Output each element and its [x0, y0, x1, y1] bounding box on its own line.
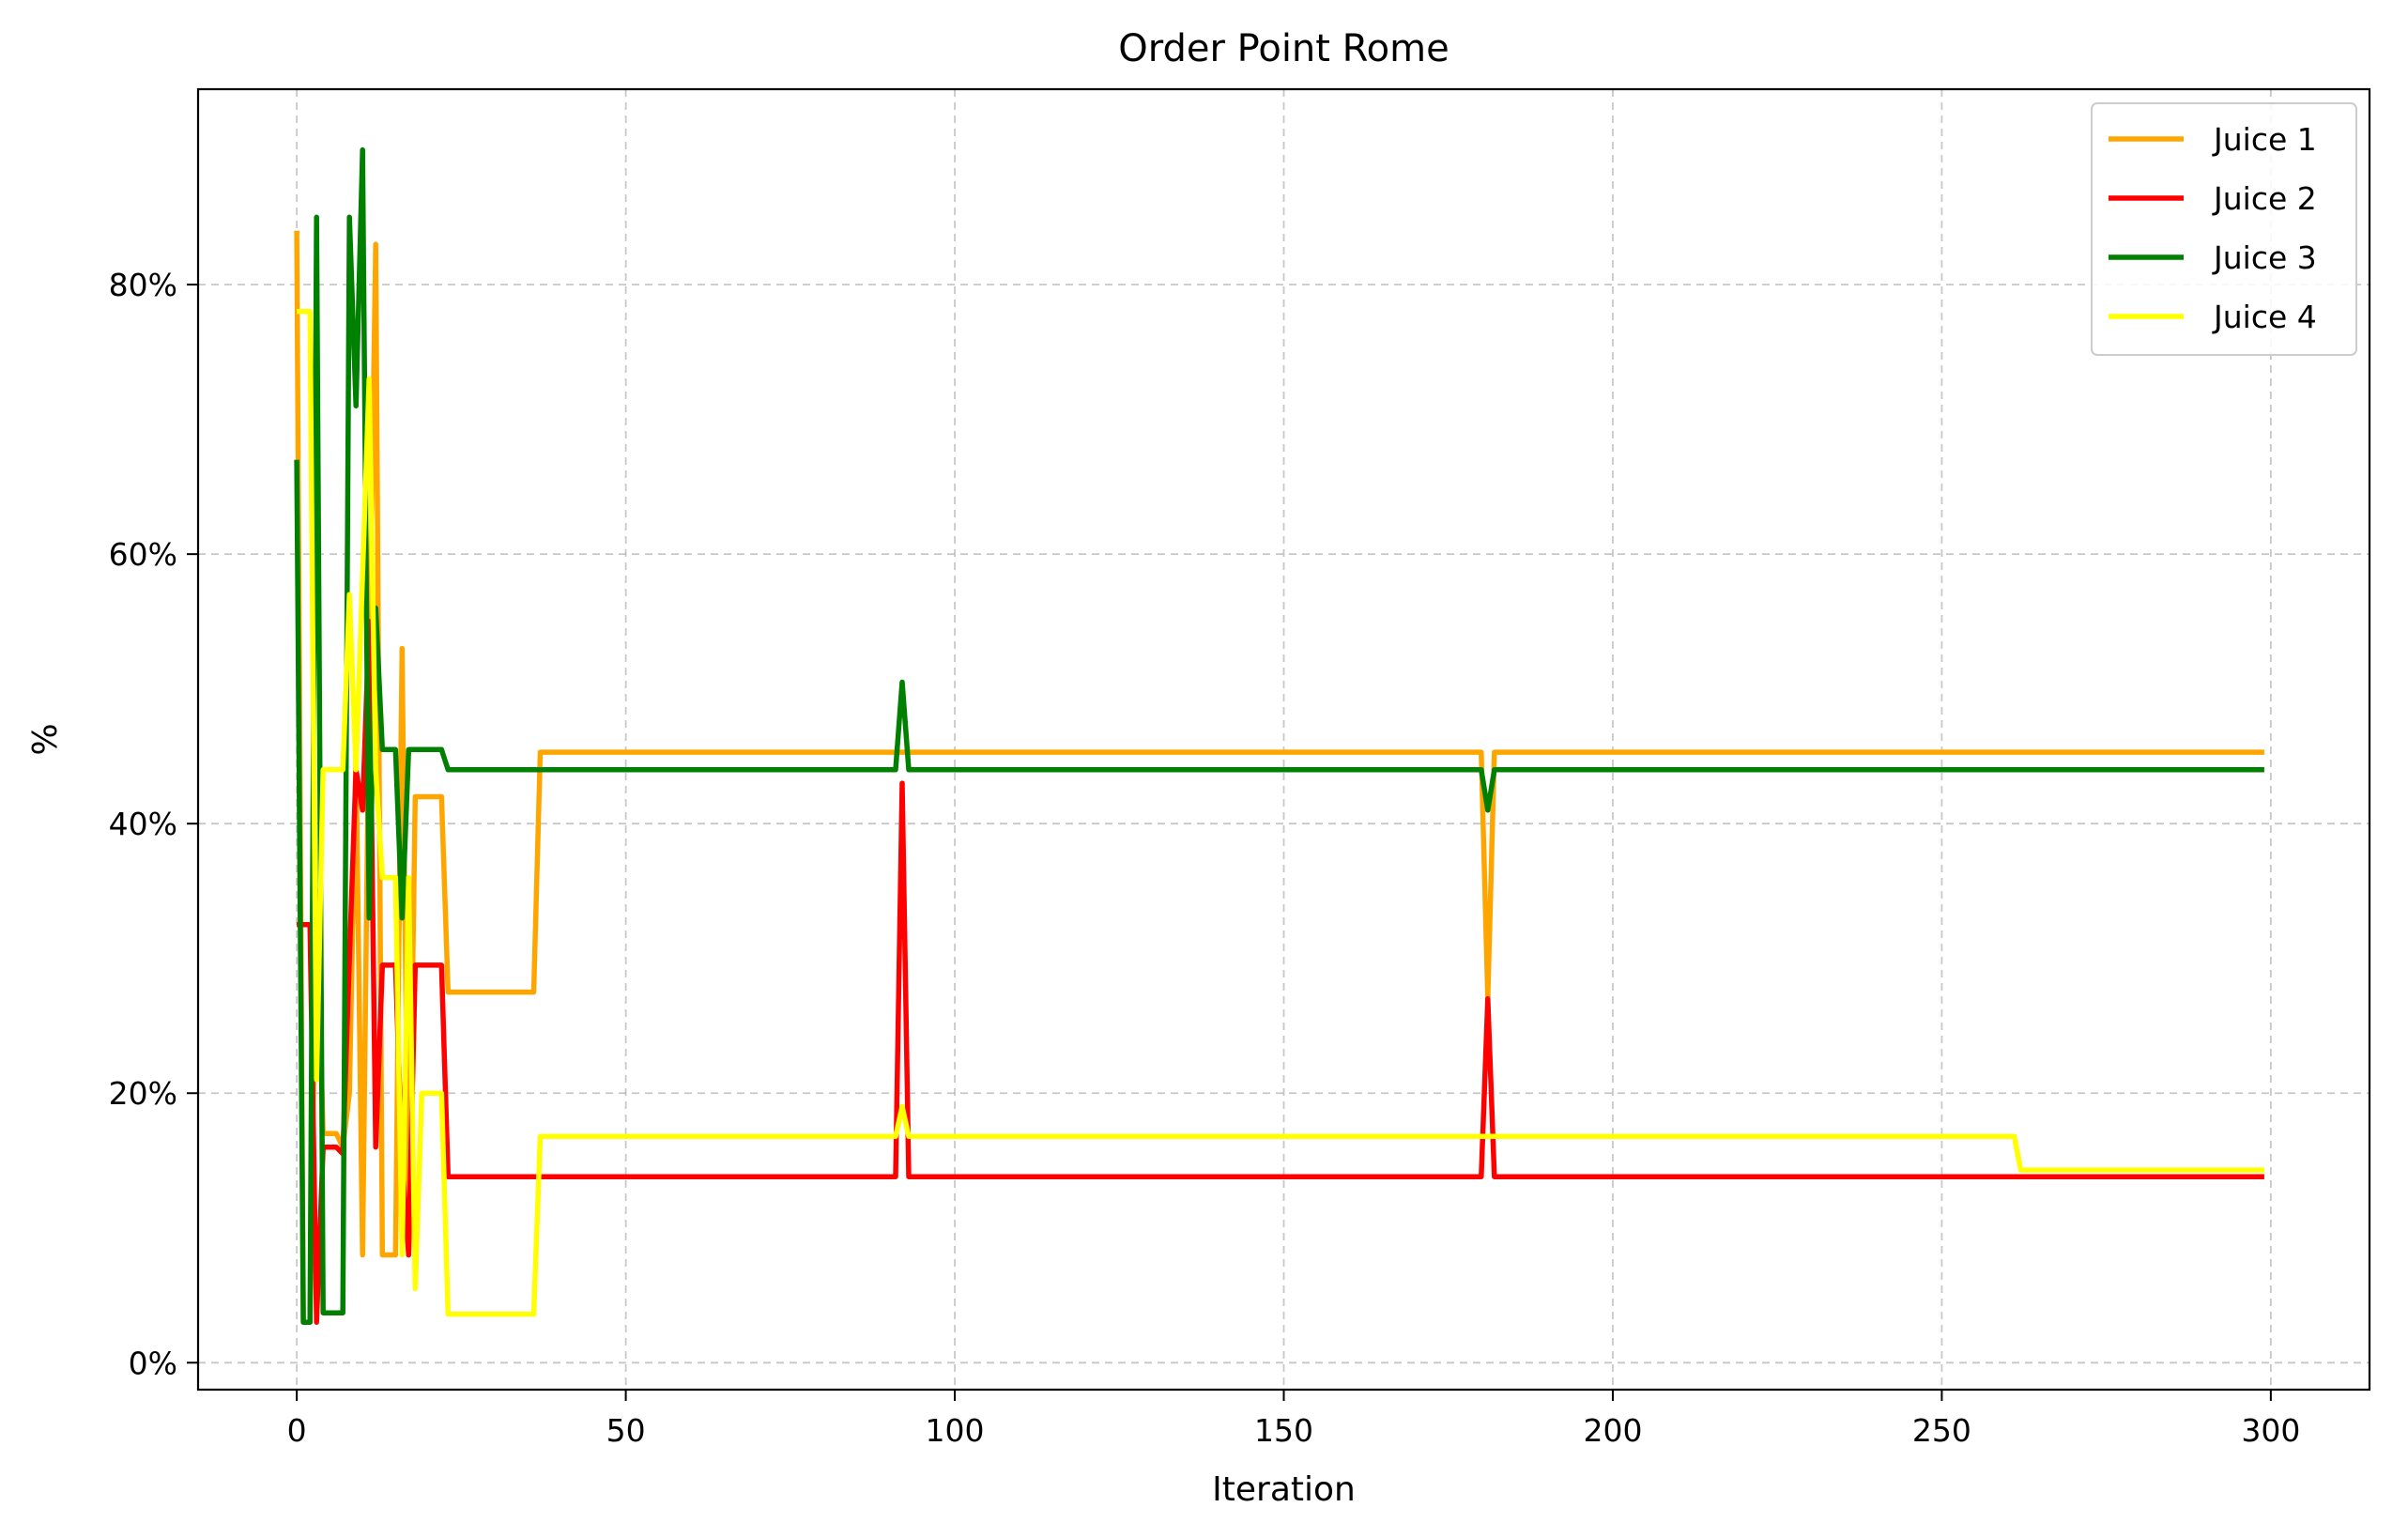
legend: Juice 1 Juice 2 Juice 3 Juice 4: [2091, 102, 2357, 356]
x-tick-label: 300: [2241, 1412, 2300, 1449]
legend-box: [2091, 102, 2357, 356]
series-lines: [294, 146, 2264, 1325]
legend-label: Juice 2: [2212, 180, 2317, 217]
series-line-juice-3: [294, 146, 2264, 1325]
x-tick-label: 0: [287, 1412, 307, 1449]
grid: [198, 89, 2370, 1390]
series-line-juice-4: [297, 309, 2264, 1317]
y-tick-label: 20%: [109, 1075, 177, 1112]
x-tick-label: 50: [606, 1412, 646, 1449]
legend-label: Juice 1: [2212, 121, 2317, 158]
y-tick-label: 80%: [109, 267, 177, 303]
chart-title: Order Point Rome: [1118, 27, 1449, 70]
legend-label: Juice 3: [2212, 239, 2317, 276]
y-axis-ticks: 0% 20% 40% 60% 80%: [109, 267, 198, 1381]
legend-label: Juice 4: [2212, 299, 2317, 335]
x-axis-ticks: 0 50 100 150 200 250 300: [287, 1390, 2300, 1449]
x-tick-label: 150: [1254, 1412, 1313, 1449]
y-tick-label: 60%: [109, 536, 177, 573]
y-axis-label: %: [26, 723, 65, 755]
x-tick-label: 250: [1912, 1412, 1971, 1449]
y-tick-label: 40%: [109, 806, 177, 842]
x-axis-label: Iteration: [1212, 1470, 1356, 1509]
y-tick-label: 0%: [129, 1345, 177, 1381]
x-tick-label: 200: [1583, 1412, 1642, 1449]
x-tick-label: 100: [926, 1412, 985, 1449]
